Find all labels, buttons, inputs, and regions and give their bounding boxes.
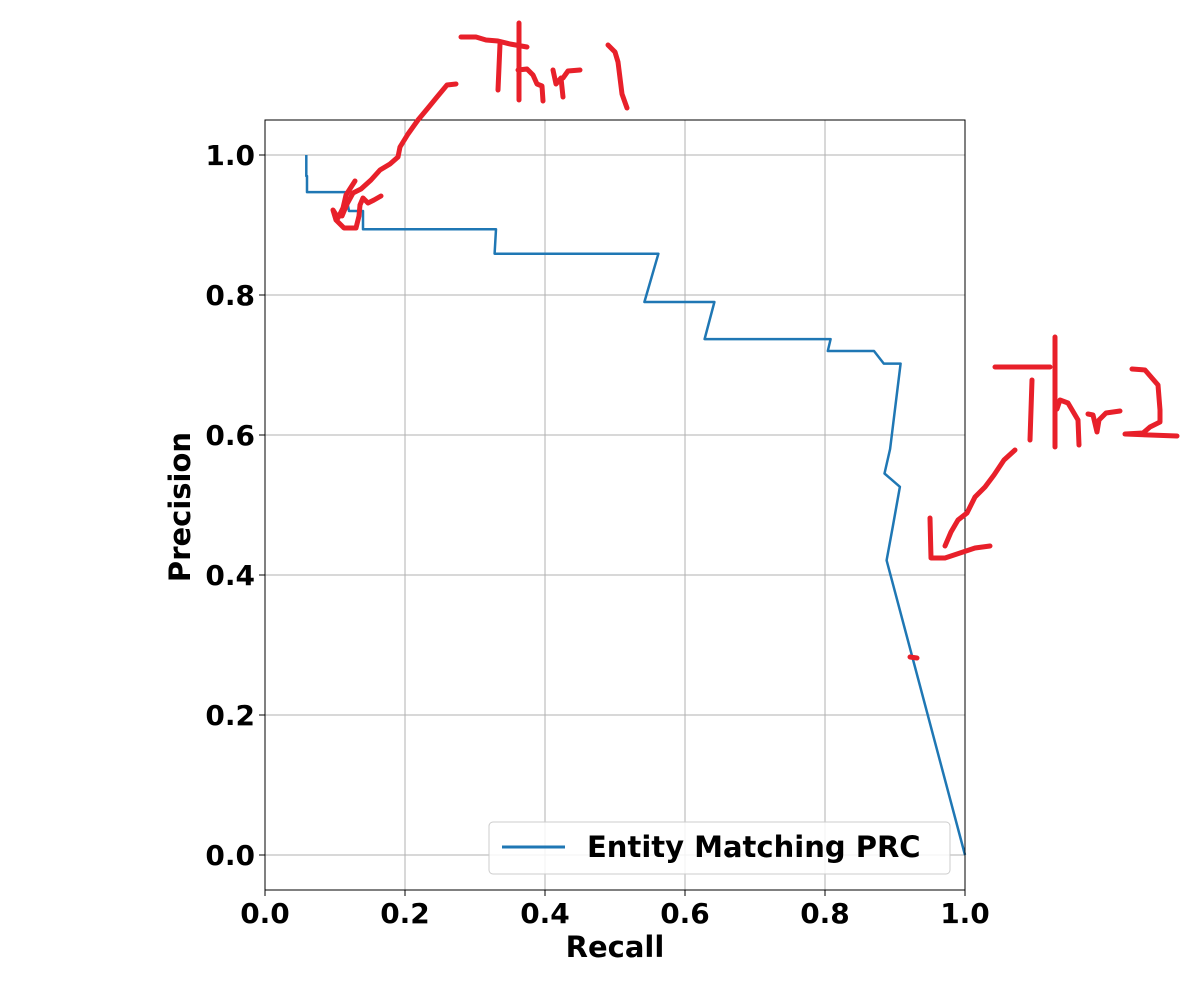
y-tick-label: 0.2: [205, 699, 255, 732]
y-axis-label: Precision: [163, 432, 197, 582]
tick-marks: [259, 154, 966, 896]
plot-frame: [264, 119, 966, 891]
x-axis-label: Recall: [566, 930, 665, 964]
x-tick-label: 1.0: [940, 897, 990, 930]
thr2-arrowhead: [907, 515, 993, 661]
y-tick-label: 0.8: [205, 279, 255, 312]
x-tick-labels: 0.0 0.2 0.4 0.6 0.8 1.0: [240, 897, 990, 930]
thr1-arrow-stroke: [339, 81, 459, 219]
grid-lines: [264, 120, 966, 890]
thr1-arrowhead-loop: [330, 178, 384, 231]
y-tick-labels: 0.0 0.2 0.4 0.6 0.8 1.0: [205, 139, 255, 872]
y-tick-label: 1.0: [205, 139, 255, 172]
x-tick-label: 0.4: [520, 897, 570, 930]
y-tick-label: 0.0: [205, 839, 255, 872]
thr2-arrow-stroke: [942, 447, 1018, 549]
y-tick-label: 0.6: [205, 419, 255, 452]
y-tick-label: 0.4: [205, 559, 255, 592]
legend-label: Entity Matching PRC: [587, 830, 921, 864]
x-tick-label: 0.6: [660, 897, 710, 930]
x-tick-label: 0.2: [380, 897, 430, 930]
x-tick-label: 0.8: [800, 897, 850, 930]
x-tick-label: 0.0: [240, 897, 290, 930]
handwritten-annotations: [330, 20, 1180, 661]
legend: Entity Matching PRC: [488, 821, 951, 875]
thr2-label-ink: [992, 334, 1180, 450]
legend-box: [488, 821, 951, 875]
thr1-label-ink: [458, 20, 630, 111]
